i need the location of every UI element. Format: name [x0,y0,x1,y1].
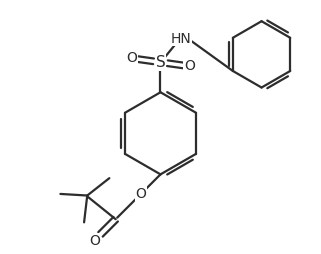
Text: O: O [135,187,146,201]
Text: HN: HN [171,31,191,45]
Text: O: O [184,59,195,73]
Text: O: O [89,234,100,248]
Text: O: O [126,52,137,66]
Text: S: S [156,55,165,70]
